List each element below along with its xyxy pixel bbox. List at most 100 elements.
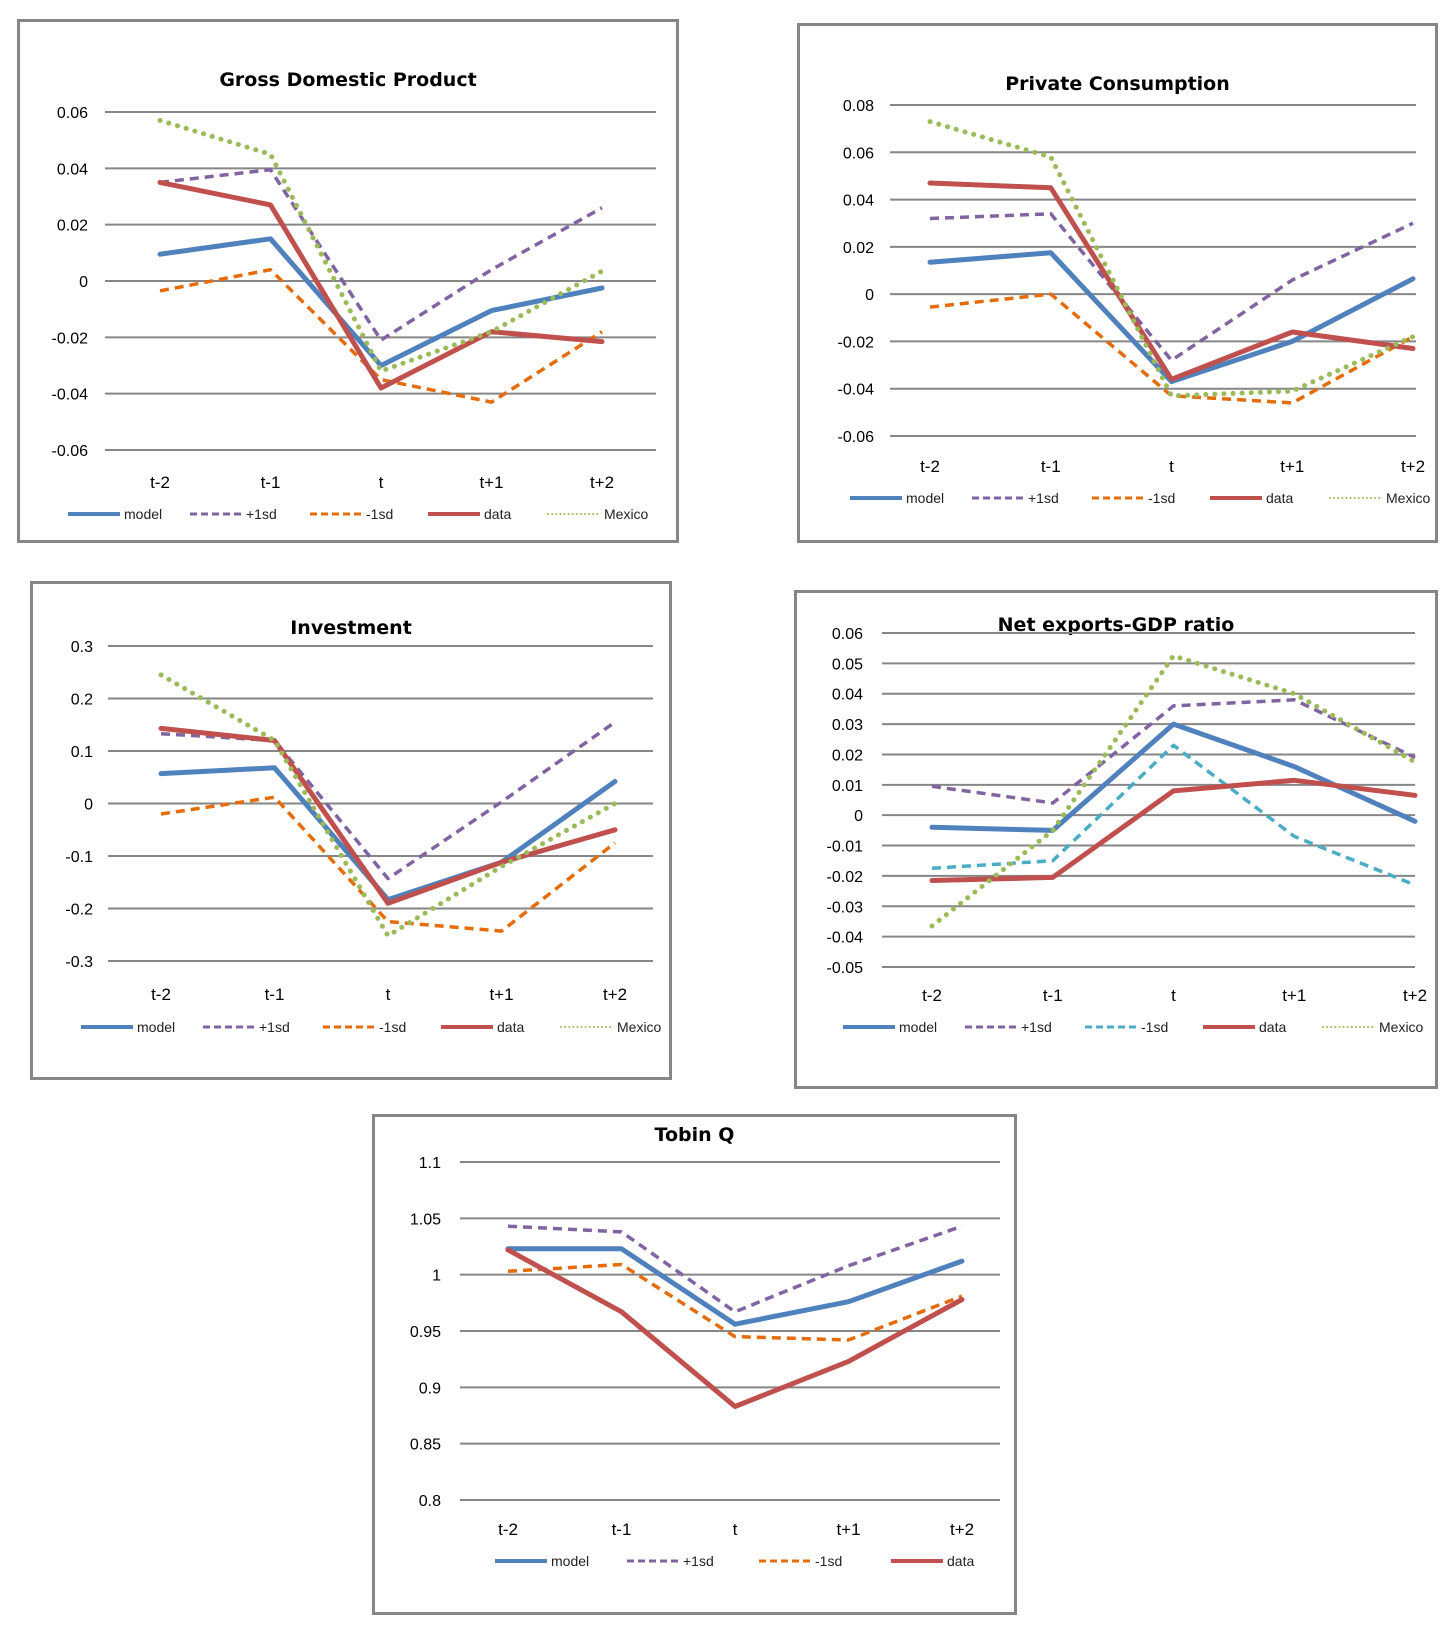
series-line-data — [927, 180, 1416, 382]
legend-label-plus1sd: +1sd — [259, 1019, 290, 1035]
y-tick-label: 0 — [79, 274, 88, 291]
series-line-mexico — [927, 119, 1416, 399]
y-tick-label: -0.05 — [827, 960, 864, 977]
y-tick-label: 0.95 — [410, 1324, 441, 1341]
x-tick-label: t+1 — [489, 985, 513, 1004]
legend: model +1sd -1sd data — [495, 1553, 974, 1569]
y-tick-label: -0.06 — [838, 429, 875, 446]
series-line-model — [505, 1246, 965, 1327]
x-tick-label: t-2 — [922, 986, 942, 1005]
chart-svg-tobin-q: Tobin Q 1.1 1.05 1 0.95 0.9 0.85 0.8 t-2 t-1 t t+1 t… — [410, 1124, 1000, 1569]
legend: model +1sd -1sd data Mexico — [68, 506, 649, 522]
y-tick-label: 0 — [865, 287, 874, 304]
x-tick-label: t-1 — [261, 473, 281, 492]
y-tick-label: 0 — [854, 808, 863, 825]
x-tick-label: t-1 — [265, 985, 285, 1004]
y-tick-label: 0.05 — [832, 656, 863, 673]
y-tick-label: 0.04 — [57, 161, 88, 178]
x-tick-label: t — [1169, 457, 1174, 476]
legend: model +1sd -1sd data Mexico — [850, 490, 1431, 506]
y-tick-label: -0.2 — [65, 902, 93, 919]
chart-panel-investment: Investment 0.3 0.2 0.1 0 -0.1 -0.2 -0.3 t-2 t-1 t t… — [30, 581, 672, 1080]
x-tick-label: t-1 — [1043, 986, 1063, 1005]
y-tick-label: 0.03 — [832, 717, 863, 734]
chart-panel-private-consumption: Private Consumption 0.08 0.06 0.04 0.02 0 -0.0… — [797, 23, 1438, 543]
legend-label-model: model — [899, 1019, 937, 1035]
x-tick-label: t+2 — [1401, 457, 1425, 476]
legend-label-plus1sd: +1sd — [683, 1553, 714, 1569]
x-tick-label: t-2 — [498, 1520, 518, 1539]
y-tick-label: 0.04 — [832, 687, 863, 704]
series-line-minus1sd — [507, 1262, 963, 1342]
y-tick-label: -0.01 — [827, 839, 864, 856]
x-tick-label: t-1 — [612, 1520, 632, 1539]
y-tick-label: 0.02 — [57, 218, 88, 235]
x-tick-label: t+1 — [1280, 457, 1304, 476]
legend-label-data: data — [1259, 1019, 1286, 1035]
y-tick-label: 0.3 — [71, 639, 93, 656]
series-line-data — [157, 179, 605, 391]
legend-label-model: model — [906, 490, 944, 506]
x-tick-label: t+1 — [1282, 986, 1306, 1005]
series-line-data — [505, 1247, 965, 1409]
x-tick-label: t+2 — [590, 473, 614, 492]
y-tick-label: 0.06 — [57, 105, 88, 122]
series-line-data — [158, 725, 618, 906]
x-tick-label: t-1 — [1041, 457, 1061, 476]
series-line-mexico — [158, 672, 618, 939]
y-tick-label: -0.3 — [65, 954, 93, 971]
chart-svg-private-consumption: Private Consumption 0.08 0.06 0.04 0.02 0 -0.0… — [838, 73, 1431, 506]
chart-svg-investment: Investment 0.3 0.2 0.1 0 -0.1 -0.2 -0.3 t-2 t-1 t t… — [65, 617, 661, 1035]
legend-label-minus1sd: -1sd — [815, 1553, 842, 1569]
legend-label-mexico: Mexico — [1386, 490, 1431, 506]
legend-label-model: model — [124, 506, 162, 522]
legend-label-minus1sd: -1sd — [1141, 1019, 1168, 1035]
y-tick-label: -0.02 — [838, 334, 875, 351]
legend-label-plus1sd: +1sd — [1028, 490, 1059, 506]
x-tick-label: t — [1171, 986, 1176, 1005]
series-line-plus1sd — [931, 698, 1416, 805]
y-tick-label: -0.02 — [827, 869, 864, 886]
x-tick-label: t+1 — [836, 1520, 860, 1539]
legend: model +1sd -1sd data Mexico — [843, 1019, 1424, 1035]
chart-title: Tobin Q — [655, 1124, 735, 1146]
series-line-plus1sd — [507, 1224, 963, 1314]
y-tick-label: 0.06 — [832, 626, 863, 643]
x-tick-label: t-2 — [151, 985, 171, 1004]
y-tick-label: 0.1 — [71, 744, 93, 761]
y-tick-label: 0.2 — [71, 692, 93, 709]
y-tick-label: 0.01 — [832, 778, 863, 795]
y-tick-label: 1.1 — [419, 1155, 441, 1172]
legend-label-data: data — [484, 506, 511, 522]
y-tick-label: 0.08 — [843, 98, 874, 115]
x-tick-label: t — [733, 1520, 738, 1539]
series-line-plus1sd — [929, 212, 1414, 363]
y-tick-label: -0.02 — [52, 330, 89, 347]
x-tick-label: t-2 — [920, 457, 940, 476]
series-line-model — [157, 236, 605, 368]
chart-title: Investment — [290, 617, 412, 639]
series-line-mexico — [929, 653, 1418, 929]
y-tick-label: 0.85 — [410, 1437, 441, 1454]
x-tick-label: t — [379, 473, 384, 492]
legend-label-minus1sd: -1sd — [1148, 490, 1175, 506]
x-tick-label: t+2 — [950, 1520, 974, 1539]
chart-title: Private Consumption — [1005, 73, 1230, 95]
legend-label-mexico: Mexico — [1379, 1019, 1424, 1035]
y-tick-label: 1.05 — [410, 1211, 441, 1228]
y-tick-label: 0 — [84, 797, 93, 814]
y-tick-label: 0.06 — [843, 145, 874, 162]
legend-label-data: data — [1266, 490, 1293, 506]
y-tick-label: 0.02 — [832, 747, 863, 764]
series-line-plus1sd — [159, 167, 603, 342]
y-tick-label: 0.8 — [419, 1493, 441, 1510]
chart-svg-gdp: Gross Domestic Product 0.06 0.04 0.02 0 -0.02… — [52, 69, 656, 522]
legend-label-minus1sd: -1sd — [366, 506, 393, 522]
legend-label-mexico: Mexico — [604, 506, 649, 522]
chart-panel-gdp: Gross Domestic Product 0.06 0.04 0.02 0 -0.02… — [17, 19, 679, 543]
legend-label-plus1sd: +1sd — [246, 506, 277, 522]
series-line-minus1sd — [160, 795, 617, 933]
legend-label-plus1sd: +1sd — [1021, 1019, 1052, 1035]
series-line-minus1sd — [159, 267, 603, 404]
chart-title: Net exports-GDP ratio — [998, 614, 1235, 636]
